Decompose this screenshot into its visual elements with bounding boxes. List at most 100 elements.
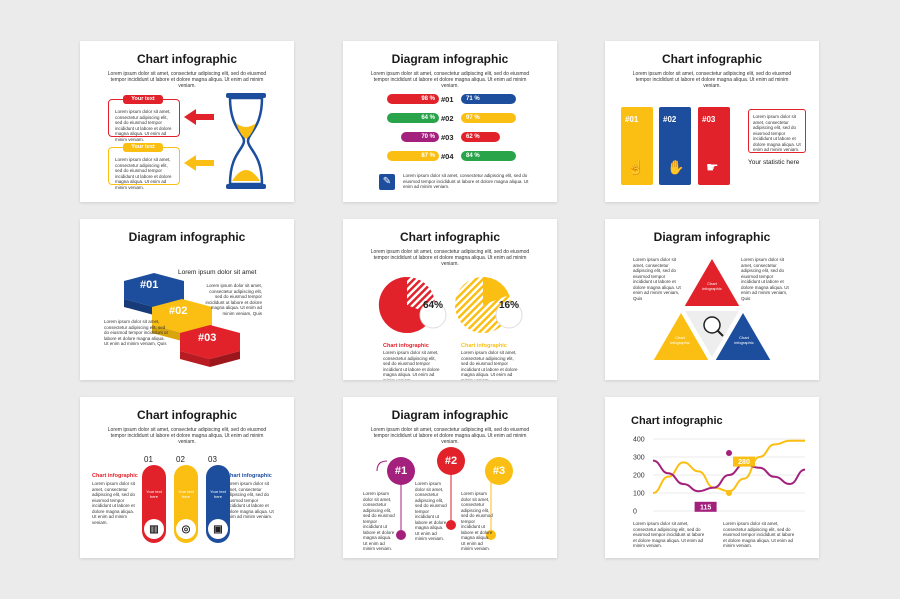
badge-1: #1 bbox=[387, 457, 415, 485]
slide-body-text: Lorem ipsum dolor sit amet, consectetur … bbox=[107, 427, 267, 445]
slide-body-text: Lorem ipsum dolor sit amet, consectetur … bbox=[370, 427, 530, 445]
slide-7[interactable]: Chart infographic Lorem ipsum dolor sit … bbox=[80, 397, 294, 558]
y-tick-label: 300 bbox=[633, 455, 645, 462]
chart-note-left: Lorem ipsum dolor sit amet, consectetur … bbox=[633, 521, 705, 548]
data-point bbox=[726, 450, 732, 456]
chart-note-right: Lorem ipsum dolor sit amet, consectetur … bbox=[723, 521, 795, 548]
series-line bbox=[652, 439, 805, 494]
label-right: Chart infographic bbox=[226, 473, 272, 479]
chart-title: Chart infographic bbox=[631, 415, 723, 427]
slide-8[interactable]: Diagram infographic Lorem ipsum dolor si… bbox=[343, 397, 557, 558]
box-text: Lorem ipsum dolor sit amet, consectetur … bbox=[115, 109, 172, 142]
card-text: Your text here bbox=[146, 489, 162, 499]
tab-card-1: #01 ☝ bbox=[621, 107, 653, 185]
slide-title: Chart infographic bbox=[136, 52, 237, 66]
left-text: Lorem ipsum dolor sit amet, consectetur … bbox=[104, 319, 168, 346]
slide-1[interactable]: Chart infographic Lorem ipsum dolor sit … bbox=[80, 41, 294, 202]
series-line bbox=[652, 459, 806, 493]
step-2-label: #02 bbox=[169, 305, 188, 317]
pie-2-caption: Chart infographic bbox=[461, 343, 507, 349]
row-2-right: 97 % bbox=[461, 113, 516, 123]
row-3-left: 70 % bbox=[401, 132, 439, 142]
slide-6[interactable]: Diagram infographic Chart infographic Ch… bbox=[605, 219, 819, 380]
triangle-3-label: Chart infographic bbox=[734, 335, 754, 345]
right-text: Lorem ipsum dolor sit amet, consectetur … bbox=[741, 257, 789, 301]
label-left: Chart infographic bbox=[92, 473, 138, 479]
side-text: Lorem ipsum dolor sit amet, consectetur … bbox=[205, 283, 262, 316]
slide-title: Diagram infographic bbox=[128, 230, 246, 244]
slide-title: Diagram infographic bbox=[391, 408, 509, 422]
your-text-box-1: Your text Lorem ipsum dolor sit amet, co… bbox=[108, 95, 180, 142]
row-1-left: 98 % bbox=[387, 94, 439, 104]
row-4-left: 87 % bbox=[387, 151, 439, 161]
slide-body-text: Lorem ipsum dolor sit amet, consectetur … bbox=[370, 249, 530, 267]
row-1-num: #01 bbox=[441, 95, 454, 104]
triangle-diagram bbox=[651, 256, 773, 362]
row-3-num: #03 bbox=[441, 133, 454, 142]
badge-3: #3 bbox=[485, 457, 513, 485]
row-2-left: 64 % bbox=[387, 113, 439, 123]
hand-pointer-icon: ☛ bbox=[706, 159, 719, 175]
row-4-num: #04 bbox=[441, 152, 454, 161]
statistic-box: Lorem ipsum dolor sit amet, consectetur … bbox=[748, 109, 806, 153]
statistic-caption: Your statistic here bbox=[748, 159, 800, 166]
card-text: Your text here bbox=[178, 489, 194, 499]
left-text: Lorem ipsum dolor sit amet, consectetur … bbox=[633, 257, 681, 301]
document-edit-icon: ✎ bbox=[379, 174, 395, 190]
row-3-right: 62 % bbox=[461, 132, 500, 142]
col-3-number: 03 bbox=[208, 455, 217, 464]
pie-1-caption: Chart infographic bbox=[383, 343, 429, 349]
slide-body-text: Lorem ipsum dolor sit amet, consectetur … bbox=[632, 71, 792, 89]
triangle-2-label: Chart infographic bbox=[670, 335, 690, 345]
statistic-box-text: Lorem ipsum dolor sit amet, consectetur … bbox=[753, 114, 801, 152]
hand-icon: ✋ bbox=[667, 159, 685, 175]
slide-2[interactable]: Diagram infographic Lorem ipsum dolor si… bbox=[343, 41, 557, 202]
bar-chart-icon: ▥ bbox=[144, 519, 164, 539]
slide-body-text: Lorem ipsum dolor sit amet, consectetur … bbox=[370, 71, 530, 89]
annotation-box bbox=[733, 456, 755, 467]
stairs-diagram bbox=[124, 273, 240, 367]
y-tick-label: 200 bbox=[633, 473, 645, 480]
slide-title: Diagram infographic bbox=[391, 52, 509, 66]
triangle-1-label: Chart infographic bbox=[702, 281, 722, 291]
col-2-text: Lorem ipsum dolor sit amet, consectetur … bbox=[415, 481, 447, 541]
line-chart: 400 300 200 100 0 280 115 bbox=[633, 437, 806, 516]
tab-number: #03 bbox=[702, 115, 716, 124]
column-card-2: Your text here ◎ bbox=[174, 465, 198, 543]
right-text: Lorem ipsum dolor sit amet, consectetur … bbox=[226, 481, 274, 519]
slide-3[interactable]: Chart infographic Lorem ipsum dolor sit … bbox=[605, 41, 819, 202]
tab-card-3: #03 ☛ bbox=[698, 107, 730, 185]
row-2-num: #02 bbox=[441, 114, 454, 123]
hand-click-icon: ☝ bbox=[627, 159, 645, 175]
row-4-right: 84 % bbox=[461, 151, 516, 161]
your-text-label-1: Your text bbox=[123, 95, 163, 104]
slide-title: Chart infographic bbox=[399, 230, 500, 244]
annotation-box bbox=[694, 501, 717, 512]
pie-chart-1 bbox=[378, 276, 447, 333]
slide-footer-text: Lorem ipsum dolor sit amet, consectetur … bbox=[403, 173, 529, 189]
slide-5[interactable]: Chart infographic Lorem ipsum dolor sit … bbox=[343, 219, 557, 380]
annotation-label: 280 bbox=[738, 459, 750, 466]
pie-chart-2 bbox=[455, 277, 523, 333]
y-tick-label: 100 bbox=[633, 491, 645, 498]
box-text: Lorem ipsum dolor sit amet, consectetur … bbox=[115, 157, 172, 190]
slide-9[interactable]: Chart infographic 400 300 200 100 0 280 115 Lo… bbox=[605, 397, 819, 558]
slide-title: Diagram infographic bbox=[653, 230, 771, 244]
slide-title: Chart infographic bbox=[661, 52, 762, 66]
pie-1-text: Lorem ipsum dolor sit amet, consectetur … bbox=[383, 350, 440, 380]
step-1-label: #01 bbox=[140, 279, 159, 291]
col-1-text: Lorem ipsum dolor sit amet, consectetur … bbox=[363, 491, 395, 551]
pie-1-percent: 64% bbox=[423, 300, 444, 311]
your-text-box-2: Your text Lorem ipsum dolor sit amet, co… bbox=[108, 143, 180, 190]
arrows-icon bbox=[184, 109, 214, 171]
tab-card-2: #02 ✋ bbox=[659, 107, 691, 185]
annotation-label: 115 bbox=[700, 504, 711, 511]
badge-2: #2 bbox=[437, 447, 465, 475]
side-heading: Lorem ipsum dolor sit amet bbox=[178, 269, 257, 276]
pie-2-text: Lorem ipsum dolor sit amet, consectetur … bbox=[461, 350, 518, 380]
slide-4[interactable]: Diagram infographic Lorem ipsum dolor si… bbox=[80, 219, 294, 380]
step-3-label: #03 bbox=[198, 332, 217, 344]
tab-number: #02 bbox=[663, 115, 677, 124]
column-card-3: Your text here ▣ bbox=[206, 465, 230, 543]
row-1-right: 71 % bbox=[461, 94, 516, 104]
